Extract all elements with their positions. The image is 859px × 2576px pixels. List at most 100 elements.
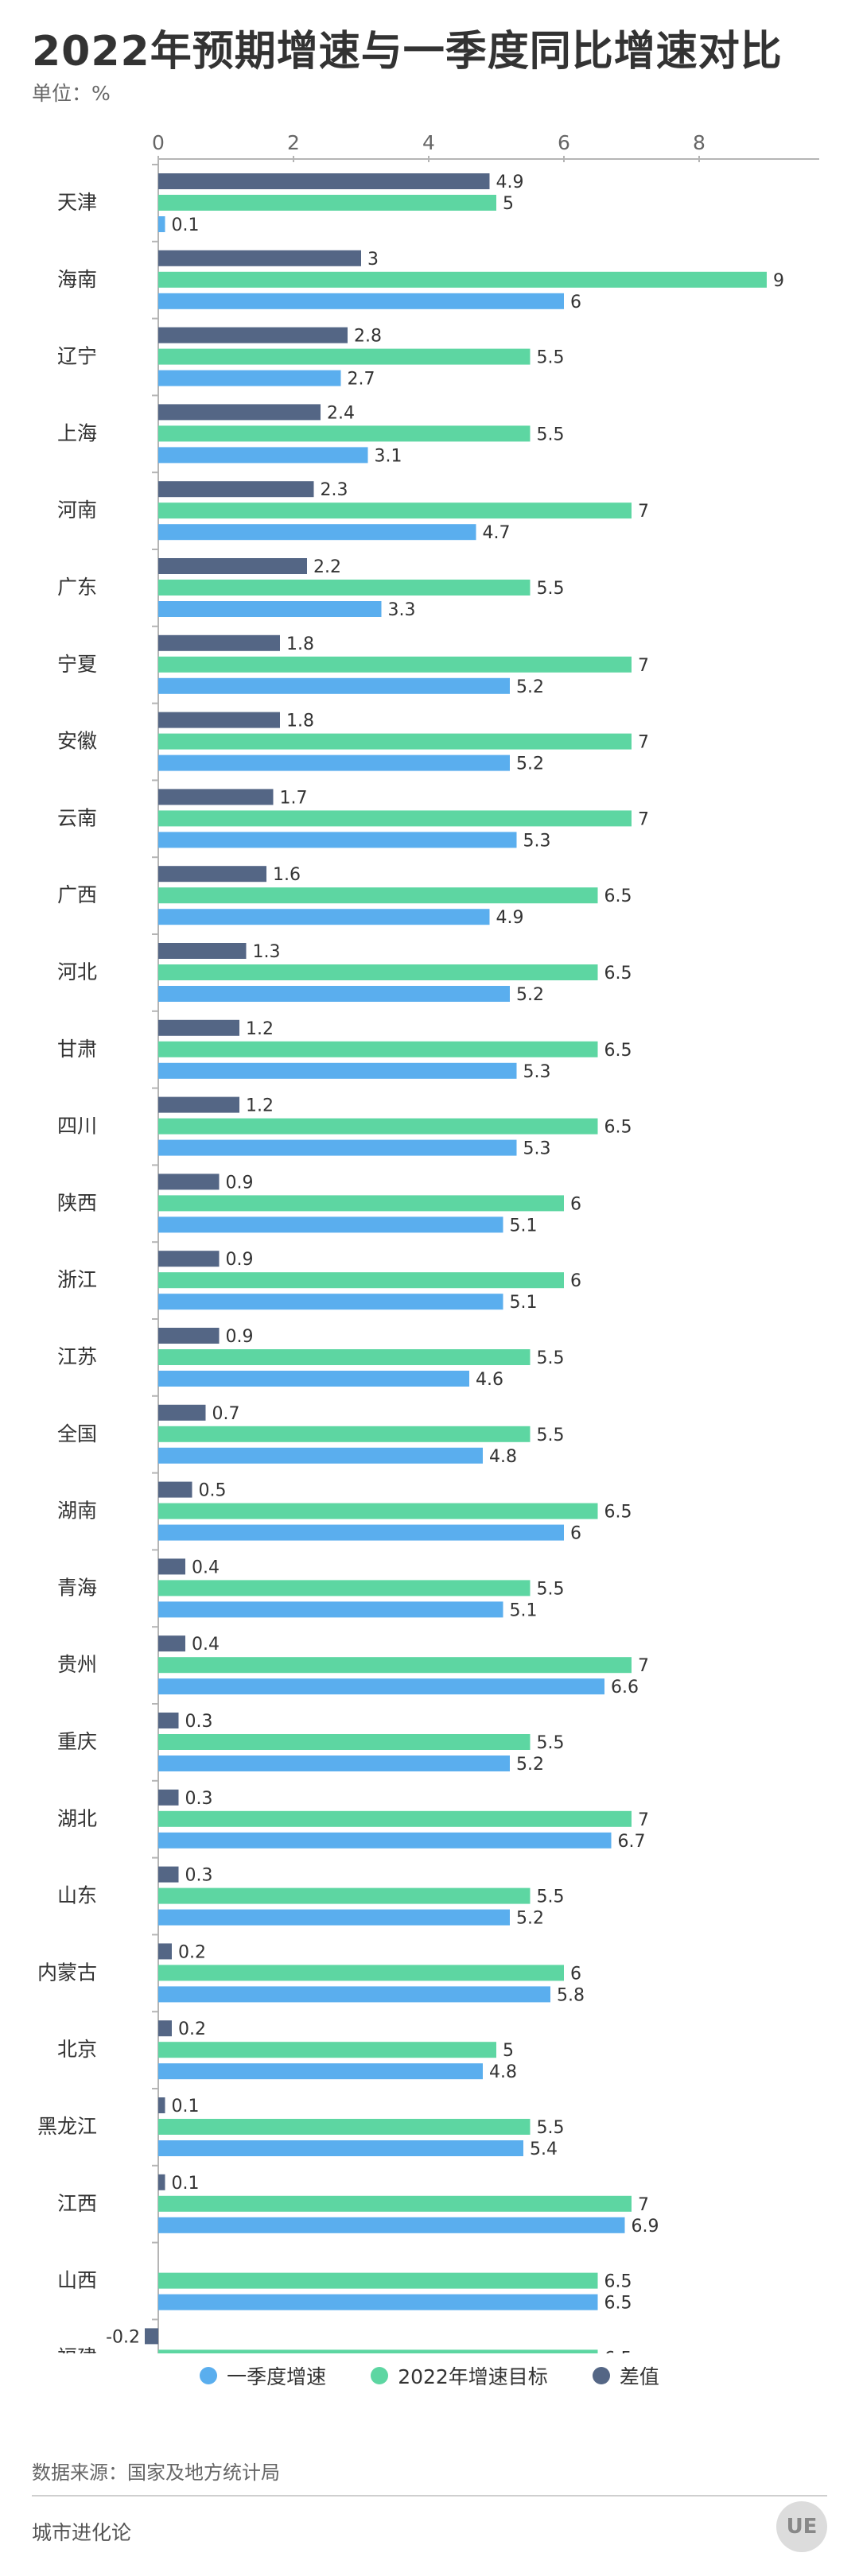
data-label-diff: 0.3 <box>185 1789 213 1809</box>
bar-diff <box>158 1251 220 1267</box>
data-label-target: 5 <box>503 2041 514 2061</box>
legend-dot-q1 <box>200 2367 218 2384</box>
bar-target <box>158 1041 598 1057</box>
bar-diff <box>158 1328 220 1344</box>
bar-diff <box>158 1713 179 1728</box>
data-label-q1: 6 <box>570 1524 581 1544</box>
bar-q1 <box>158 293 564 309</box>
data-label-target: 7 <box>638 1656 649 1676</box>
data-label-q1: 5.2 <box>516 1909 544 1929</box>
data-label-diff: 0.3 <box>185 1712 213 1732</box>
data-label-diff: 0.9 <box>226 1250 254 1270</box>
bar-q1 <box>158 601 382 617</box>
bar-diff <box>158 634 280 651</box>
bar-target <box>158 1272 564 1289</box>
data-label-target: 5.5 <box>537 1579 565 1599</box>
category-label: 河北 <box>57 960 97 983</box>
legend-dot-target <box>371 2367 389 2384</box>
data-label-diff: 0.7 <box>212 1404 240 1424</box>
category-label: 青海 <box>57 1576 97 1599</box>
legend-label-q1: 一季度增速 <box>227 2365 327 2388</box>
bar-q1 <box>158 370 341 386</box>
bar-diff <box>158 1558 185 1575</box>
data-label-q1: 6 <box>570 293 581 312</box>
data-label-target: 7 <box>638 502 649 522</box>
data-label-q1: 5.2 <box>516 985 544 1005</box>
data-source: 数据来源：国家及地方统计局 <box>32 2462 280 2484</box>
data-label-diff: 1.7 <box>280 788 308 808</box>
x-tick-label: 4 <box>422 131 435 154</box>
data-label-diff: 2.4 <box>327 403 355 423</box>
bar-q1 <box>158 677 510 694</box>
bar-diff <box>158 173 490 189</box>
bar-q1 <box>158 832 517 848</box>
bar-target <box>158 1118 598 1135</box>
data-label-target: 7 <box>638 656 649 676</box>
data-label-diff: 0.2 <box>178 1942 206 1962</box>
bar-diff <box>158 943 247 959</box>
legend-item-diff: 差值 <box>592 2361 659 2390</box>
data-label-target: 5.5 <box>537 1348 565 1368</box>
bar-target <box>158 1195 564 1212</box>
data-label-diff: -0.2 <box>106 2327 140 2347</box>
bar-q1 <box>158 1216 503 1233</box>
category-label: 内蒙古 <box>37 1961 97 1984</box>
bar-target <box>158 1965 564 1981</box>
data-label-diff: 1.2 <box>246 1019 274 1039</box>
bar-diff <box>158 866 266 883</box>
data-label-diff: 1.6 <box>273 865 301 885</box>
data-label-q1: 5.4 <box>530 2140 558 2159</box>
bar-target <box>158 348 531 365</box>
bar-q1 <box>158 2217 625 2233</box>
bar-diff <box>158 1789 179 1806</box>
category-label: 湖南 <box>57 1499 97 1523</box>
bar-q1 <box>158 1371 469 1387</box>
bar-q1 <box>158 1062 517 1079</box>
bar-diff <box>158 2174 165 2190</box>
bar-target <box>158 425 531 442</box>
data-label-q1: 4.9 <box>496 908 524 928</box>
bar-target <box>158 1734 531 1750</box>
data-label-q1: 3.1 <box>375 446 402 466</box>
data-label-target: 5.5 <box>537 579 565 599</box>
data-label-target: 6.5 <box>604 964 632 983</box>
bar-diff <box>158 1943 172 1960</box>
data-label-q1: 5.2 <box>516 677 544 697</box>
data-label-target: 5.5 <box>537 1733 565 1753</box>
bar-diff <box>158 1866 179 1883</box>
data-label-target: 5.5 <box>537 1887 565 1907</box>
data-label-diff: 0.5 <box>199 1481 227 1501</box>
bar-target <box>158 1503 598 1519</box>
data-label-target: 5.5 <box>537 425 565 444</box>
bar-target <box>158 2119 531 2135</box>
bar-q1 <box>158 986 510 1002</box>
bar-target <box>158 1657 632 1674</box>
data-label-q1: 5.8 <box>557 1985 585 2005</box>
data-label-diff: 4.9 <box>496 173 524 192</box>
data-label-target: 6.5 <box>604 1503 632 1523</box>
bar-target <box>158 810 632 827</box>
brand-name: 城市进化论 <box>32 2521 132 2544</box>
data-label-q1: 5.1 <box>510 1293 538 1313</box>
category-label: 山西 <box>57 2269 97 2292</box>
data-label-diff: 3 <box>367 250 379 270</box>
bar-diff <box>158 327 348 343</box>
category-label: 宁夏 <box>57 653 97 676</box>
data-label-q1: 3.3 <box>388 600 416 620</box>
data-label-target: 7 <box>638 809 649 829</box>
category-label: 上海 <box>57 421 97 444</box>
bar-q1 <box>158 2063 483 2080</box>
category-label: 海南 <box>57 268 97 291</box>
data-label-target: 6.5 <box>604 2349 632 2353</box>
bar-q1 <box>158 1755 510 1771</box>
data-label-diff: 1.3 <box>253 942 281 962</box>
data-label-target: 9 <box>773 271 784 291</box>
bar-q1 <box>158 1832 612 1849</box>
data-label-diff: 2.2 <box>313 557 341 577</box>
bar-target <box>158 733 632 750</box>
bar-q1 <box>158 2294 598 2310</box>
data-label-diff: 0.4 <box>192 1635 220 1655</box>
bar-target <box>158 195 496 211</box>
category-label: 陕西 <box>57 1191 97 1214</box>
bar-target <box>158 887 598 904</box>
